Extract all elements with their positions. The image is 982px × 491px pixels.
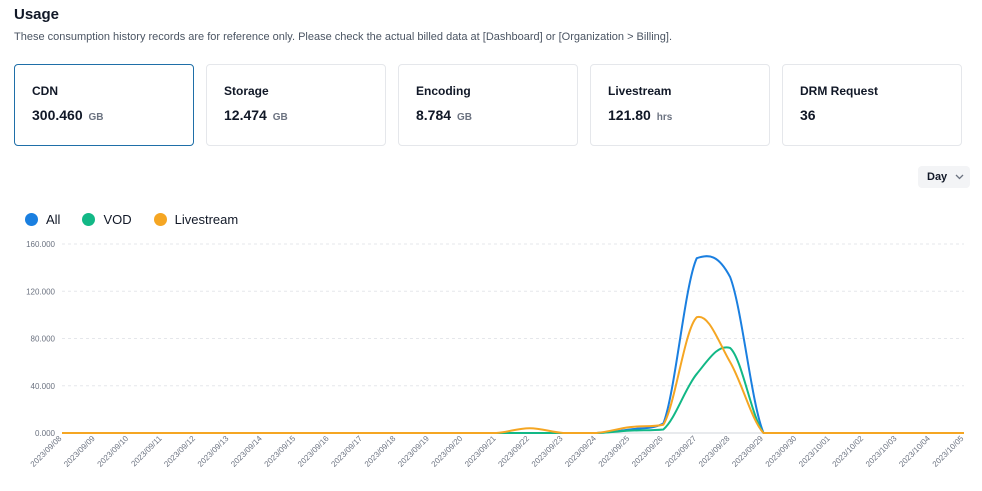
- card-label: Storage: [224, 84, 269, 98]
- card-unit: GB: [88, 112, 104, 123]
- x-tick-label: 2023/09/09: [62, 434, 97, 469]
- chart-legend: All VOD Livestream: [25, 212, 238, 227]
- x-tick-label: 2023/10/01: [797, 434, 832, 469]
- x-tick-label: 2023/09/21: [463, 434, 498, 469]
- chevron-down-icon: [955, 171, 964, 183]
- card-value: 12.474: [224, 107, 267, 123]
- card-drm-request[interactable]: DRM Request 36: [782, 64, 962, 146]
- x-tick-label: 2023/09/11: [129, 434, 164, 469]
- legend-dot-all: [25, 213, 38, 226]
- x-tick-label: 2023/09/27: [663, 434, 698, 469]
- card-value-row: 121.80 hrs: [608, 107, 752, 123]
- card-value-row: 36: [800, 107, 944, 123]
- x-tick-label: 2023/09/28: [697, 434, 732, 469]
- x-tick-label: 2023/10/05: [931, 434, 966, 469]
- y-tick-label: 0.000: [35, 429, 56, 438]
- x-tick-label: 2023/09/16: [296, 434, 331, 469]
- x-tick-label: 2023/09/29: [730, 434, 765, 469]
- x-tick-label: 2023/09/15: [263, 434, 298, 469]
- card-label: Encoding: [416, 84, 471, 98]
- y-tick-label: 40.000: [31, 382, 56, 391]
- x-tick-label: 2023/09/23: [530, 434, 565, 469]
- x-tick-label: 2023/09/18: [363, 434, 398, 469]
- card-label: DRM Request: [800, 84, 879, 98]
- x-tick-label: 2023/09/22: [496, 434, 531, 469]
- x-tick-label: 2023/10/02: [831, 434, 866, 469]
- page-title: Usage: [14, 6, 60, 23]
- card-value: 121.80: [608, 107, 651, 123]
- card-encoding[interactable]: Encoding 8.784 GB: [398, 64, 578, 146]
- card-livestream[interactable]: Livestream 121.80 hrs: [590, 64, 770, 146]
- legend-dot-vod: [82, 213, 96, 226]
- card-value-row: 300.460 GB: [32, 107, 176, 123]
- x-tick-label: 2023/09/12: [162, 434, 197, 469]
- legend-label: Livestream: [174, 212, 239, 227]
- legend-item-livestream[interactable]: Livestream: [153, 212, 239, 227]
- x-tick-label: 2023/09/25: [597, 434, 632, 469]
- card-value-row: 12.474 GB: [224, 107, 368, 123]
- x-tick-label: 2023/09/10: [96, 434, 131, 469]
- card-unit: GB: [272, 112, 288, 123]
- y-tick-label: 160.000: [26, 240, 55, 249]
- legend-item-vod[interactable]: VOD: [82, 212, 132, 227]
- card-value: 36: [800, 107, 816, 123]
- card-label: Livestream: [608, 84, 672, 98]
- y-tick-label: 80.000: [31, 335, 56, 344]
- legend-item-all[interactable]: All: [25, 212, 60, 227]
- x-tick-label: 2023/09/08: [29, 434, 64, 469]
- x-tick-label: 2023/09/24: [563, 434, 598, 469]
- legend-label: All: [46, 212, 61, 227]
- card-cdn[interactable]: CDN 300.460 GB: [14, 64, 194, 146]
- card-label: CDN: [32, 84, 58, 98]
- y-tick-label: 120.000: [26, 287, 55, 296]
- card-value: 8.784: [416, 107, 452, 123]
- period-select[interactable]: Day: [918, 166, 970, 188]
- x-tick-label: 2023/09/17: [329, 434, 364, 469]
- page-subtitle: These consumption history records are fo…: [14, 31, 673, 43]
- series-line-livestream: [62, 316, 964, 434]
- usage-line-chart: 0.000 40.000 80.000 120.000 160.000 2023/09/0…: [26, 240, 966, 469]
- legend-dot-livestream: [153, 213, 167, 226]
- x-tick-label: 2023/09/20: [430, 434, 465, 469]
- x-tick-label: 2023/09/14: [229, 434, 264, 469]
- x-tick-label: 2023/09/30: [764, 434, 799, 469]
- x-tick-label: 2023/09/26: [630, 434, 665, 469]
- card-storage[interactable]: Storage 12.474 GB: [206, 64, 386, 146]
- series-line-vod: [62, 346, 964, 434]
- x-tick-label: 2023/09/19: [396, 434, 431, 469]
- x-tick-label: 2023/10/04: [897, 434, 932, 469]
- card-unit: GB: [456, 112, 472, 123]
- card-value-row: 8.784 GB: [416, 107, 560, 123]
- x-tick-label: 2023/10/03: [864, 434, 899, 469]
- card-value: 300.460: [32, 107, 83, 123]
- x-tick-label: 2023/09/13: [196, 434, 231, 469]
- card-unit: hrs: [656, 112, 673, 123]
- legend-label: VOD: [103, 212, 132, 227]
- usage-cards: CDN 300.460 GB Storage 12.474 GB Encodin…: [14, 64, 962, 146]
- period-select-value: Day: [927, 171, 948, 183]
- series-line-all: [62, 255, 964, 434]
